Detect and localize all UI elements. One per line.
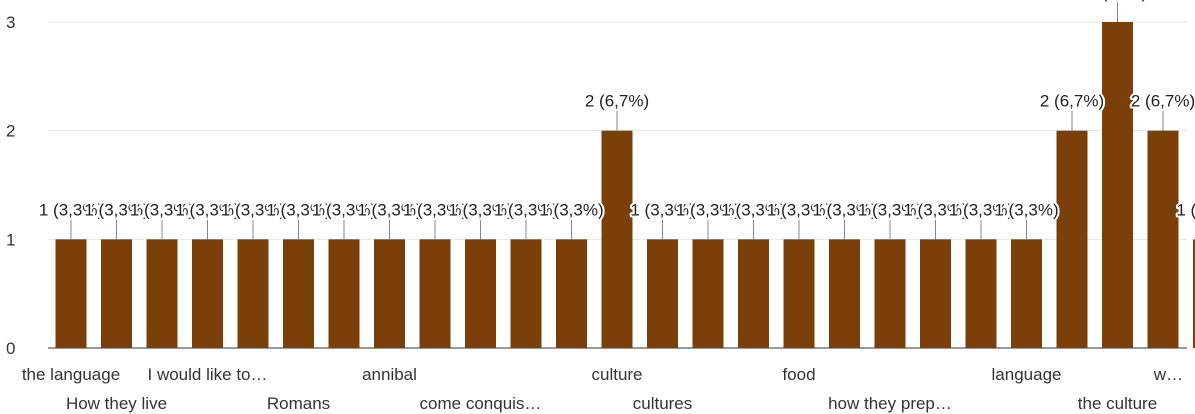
- bars: [55, 22, 1195, 348]
- y-tick-label: 2: [6, 122, 15, 141]
- bar: [328, 239, 360, 348]
- data-label: 1 (3,3%): [949, 200, 1013, 219]
- data-label: 2 (6,7%): [585, 92, 649, 111]
- bar: [1193, 239, 1195, 348]
- data-label: 1 (3,3%): [721, 200, 785, 219]
- bar: [692, 239, 724, 348]
- bar: [1147, 130, 1179, 348]
- bar: [374, 239, 405, 348]
- x-tick-label: Romans: [267, 394, 330, 413]
- bar: [510, 239, 542, 348]
- x-tick-label: annibal: [362, 365, 417, 384]
- bar: [146, 239, 178, 348]
- x-tick-label: the language: [22, 365, 120, 384]
- x-tick-label: language: [992, 365, 1062, 384]
- bar: [283, 239, 314, 348]
- bar: [1056, 130, 1088, 348]
- bar: [101, 239, 132, 348]
- bar: [556, 239, 587, 348]
- data-labels: 1 (3,3%)1 (3,3%)1 (3,3%)1 (3,3%)1 (3,3%)…: [37, 0, 1195, 240]
- data-label: 1 (3,3%): [539, 200, 603, 219]
- bar: [465, 239, 496, 348]
- data-label: 1 (3,3%): [630, 200, 694, 219]
- x-axis-ticks: the language How they live I would like to…: [22, 365, 1183, 413]
- x-tick-label: How they live: [66, 394, 167, 413]
- bar: [920, 239, 951, 348]
- bar: [601, 130, 633, 348]
- data-label: 1 (3,3%): [494, 200, 558, 219]
- bar: [647, 239, 678, 348]
- x-tick-label: I would like to…: [148, 365, 268, 384]
- data-label: 1 (3,3%): [39, 200, 103, 219]
- x-tick-label: come conquis…: [420, 394, 542, 413]
- x-tick-label: w…: [1153, 365, 1183, 384]
- x-tick-label: cultures: [633, 394, 693, 413]
- bar: [419, 239, 451, 348]
- data-label: 1 (3,3%): [357, 200, 421, 219]
- data-label: 1 (3,3%): [403, 200, 467, 219]
- y-tick-label: 3: [6, 13, 15, 32]
- bar: [783, 239, 815, 348]
- data-label: 1 (3,3%): [84, 200, 148, 219]
- data-label: 1 (3,3%): [312, 200, 376, 219]
- data-label: 2 (6,7%): [1131, 92, 1195, 111]
- data-label: 1 (3,3%): [221, 200, 285, 219]
- bar: [738, 239, 769, 348]
- data-label: 2 (6,7%): [1040, 92, 1104, 111]
- data-label: 1 (3,3%): [903, 200, 967, 219]
- x-tick-label: how they prep…: [828, 394, 952, 413]
- bar: [965, 239, 997, 348]
- x-tick-label: food: [782, 365, 815, 384]
- bar: [192, 239, 223, 348]
- data-label: 1 (3,3%): [676, 200, 740, 219]
- data-label: 1 (3,3%): [448, 200, 512, 219]
- bar: [1011, 239, 1042, 348]
- bar: [1102, 22, 1133, 348]
- y-tick-label: 1: [6, 230, 15, 249]
- data-label: 1 (3,3%): [812, 200, 876, 219]
- bar: [55, 239, 87, 348]
- data-label: 1 (3,3%): [858, 200, 922, 219]
- data-label: 1 (3,3%): [994, 200, 1058, 219]
- data-label: 1 (3,3%): [767, 200, 831, 219]
- data-label: 3 (10%): [1088, 0, 1148, 2]
- data-label: 1 (3,3%): [130, 200, 194, 219]
- y-axis-ticks: 0 1 2 3: [6, 13, 15, 358]
- x-tick-label: culture: [591, 365, 642, 384]
- y-tick-label: 0: [6, 339, 15, 358]
- data-label: 1 (3,3%): [1176, 200, 1195, 219]
- data-label: 1 (3,3%): [175, 200, 239, 219]
- x-tick-label: the culture: [1078, 394, 1157, 413]
- data-label: 1 (3,3%): [266, 200, 330, 219]
- bar: [874, 239, 906, 348]
- bar: [829, 239, 860, 348]
- bar: [237, 239, 269, 348]
